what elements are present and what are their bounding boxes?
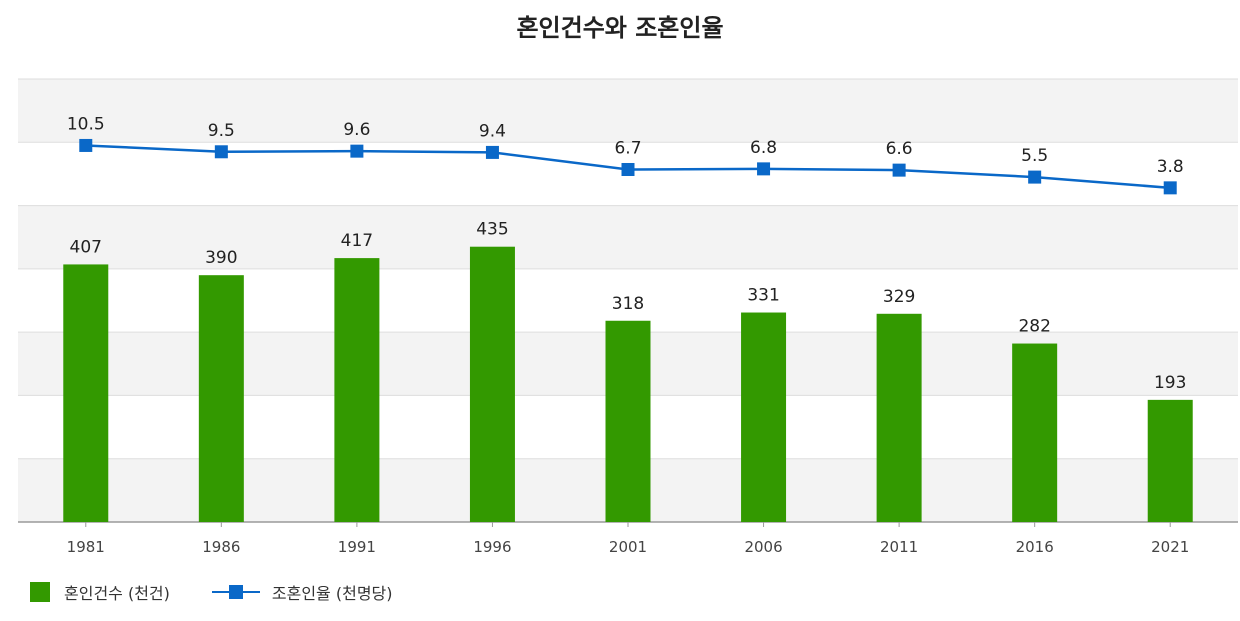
bar (741, 312, 787, 522)
legend-bar-swatch (30, 582, 50, 602)
line-value-label: 6.7 (614, 138, 641, 158)
bar-value-label: 390 (205, 248, 237, 268)
line-marker (892, 163, 906, 177)
bar-value-label: 331 (747, 286, 779, 306)
x-tick-label: 2016 (1016, 538, 1054, 556)
line-series (79, 138, 1177, 195)
grid-band (18, 79, 1238, 143)
bar (63, 264, 109, 522)
bar-value-label: 318 (612, 294, 644, 314)
bar-value-label: 417 (341, 231, 373, 251)
legend: 혼인건수 (천건) 조혼인율 (천명당) (30, 580, 435, 604)
line-marker (214, 145, 228, 159)
bar-value-label: 282 (1018, 317, 1050, 337)
legend-item-bars[interactable]: 혼인건수 (천건) (30, 580, 170, 604)
bar (334, 258, 380, 522)
x-tick-label: 1991 (338, 538, 376, 556)
x-tick-label: 1996 (473, 538, 511, 556)
legend-item-line[interactable]: 조혼인율 (천명당) (211, 580, 393, 604)
bar (198, 275, 244, 522)
chart: 407 390 417 435 318 331 329 282 193 10.5 9.5 9.6 9.4… (18, 78, 1238, 556)
line-marker (350, 144, 364, 158)
bar-value-label: 407 (70, 237, 102, 257)
line-marker (1028, 170, 1042, 184)
line-marker (621, 162, 635, 176)
bar (876, 313, 922, 522)
line-value-label: 9.5 (208, 121, 235, 141)
line-marker (1163, 181, 1177, 195)
bar-value-label: 435 (476, 220, 508, 240)
bar (605, 320, 651, 522)
line-value-label: 5.5 (1021, 146, 1048, 166)
line-value-label: 6.8 (750, 138, 777, 158)
line-value-label: 3.8 (1157, 157, 1184, 177)
line-marker (485, 145, 499, 159)
line-value-label: 10.5 (67, 114, 105, 134)
line-value-label: 9.6 (343, 120, 370, 140)
chart-title: 혼인건수와 조혼인율 (516, 14, 724, 42)
line-value-label: 6.6 (886, 139, 913, 159)
bar (469, 246, 515, 522)
bar-value-label: 193 (1154, 373, 1186, 393)
bar (1012, 343, 1058, 522)
x-axis: 1981 1986 1991 1996 2001 2006 2011 2016 2021 (67, 522, 1189, 556)
x-tick-label: 1986 (202, 538, 240, 556)
bars (63, 246, 1193, 522)
legend-label-line: 조혼인율 (천명당) (271, 584, 393, 603)
bar (1147, 399, 1193, 522)
legend-line-swatch (211, 582, 260, 602)
x-tick-label: 2006 (744, 538, 782, 556)
line-value-label: 9.4 (479, 121, 506, 141)
x-tick-label: 1981 (67, 538, 105, 556)
line-marker (757, 162, 771, 176)
x-tick-label: 2011 (880, 538, 918, 556)
x-tick-label: 2001 (609, 538, 647, 556)
line-marker (79, 138, 93, 152)
data-labels: 407 390 417 435 318 331 329 282 193 10.5 9.5 9.6 9.4… (67, 114, 1187, 392)
legend-label-bars: 혼인건수 (천건) (64, 584, 170, 603)
bar-value-label: 329 (883, 287, 915, 307)
grid-band (18, 205, 1238, 269)
x-tick-label: 2021 (1151, 538, 1189, 556)
